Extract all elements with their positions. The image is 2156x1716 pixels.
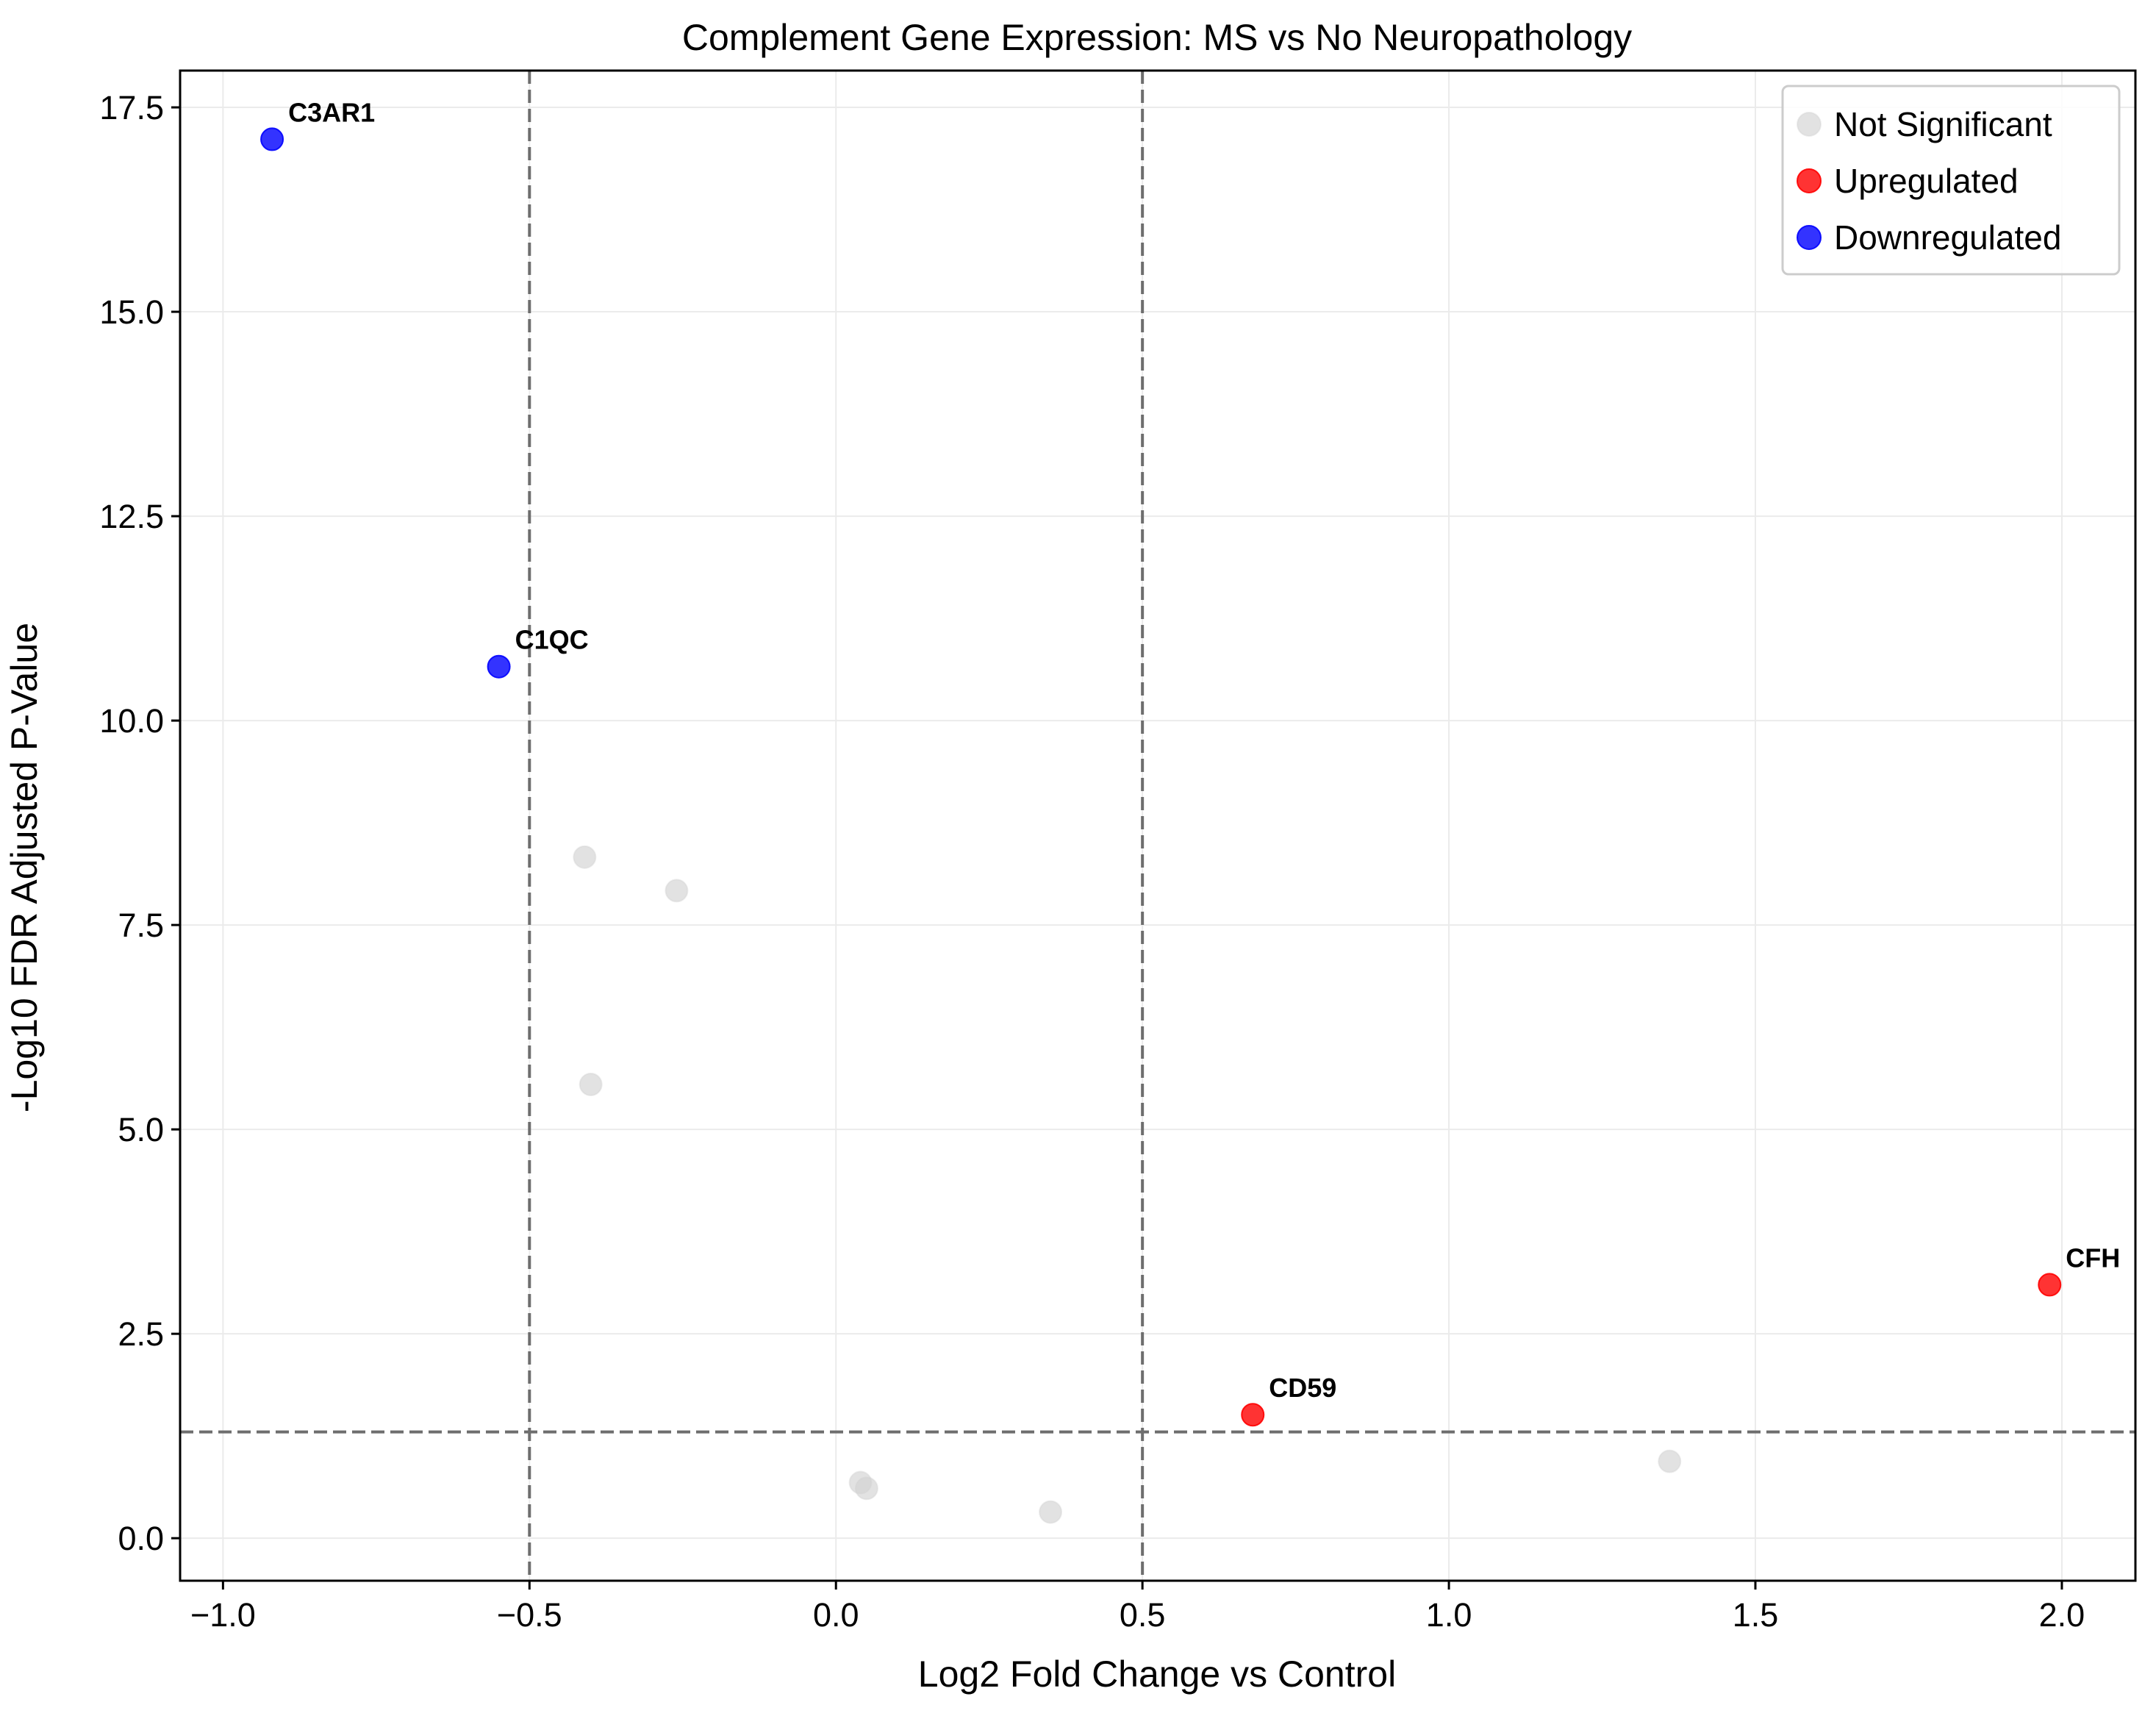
y-tick-label: 2.5 <box>118 1315 164 1353</box>
x-tick-label: 0.0 <box>813 1596 859 1634</box>
data-point <box>2038 1273 2062 1297</box>
legend-marker <box>1797 225 1822 250</box>
legend-label: Not Significant <box>1834 105 2052 143</box>
data-point <box>487 654 511 679</box>
x-tick-label: 1.5 <box>1733 1596 1779 1634</box>
data-point <box>1658 1449 1682 1473</box>
point-label: CFH <box>2066 1243 2120 1273</box>
data-points <box>260 127 2062 1524</box>
point-annotations: CD59 CFH C3AR1 C1QC <box>288 97 2120 1403</box>
x-tick-label: 0.5 <box>1120 1596 1166 1634</box>
legend-label: Downregulated <box>1834 218 2061 257</box>
legend-label: Upregulated <box>1834 162 2019 200</box>
legend-box <box>1781 85 2121 276</box>
data-point <box>1241 1403 1265 1427</box>
legend-marker <box>1797 112 1822 137</box>
threshold-lines <box>180 71 2135 1581</box>
data-point <box>854 1476 878 1501</box>
y-tick-label: 5.0 <box>118 1111 164 1148</box>
y-tick-label: 7.5 <box>118 907 164 944</box>
data-point <box>573 845 597 869</box>
y-tick-label: 12.5 <box>99 498 164 535</box>
x-tick-label: −1.0 <box>190 1596 256 1634</box>
y-tick-label: 17.5 <box>99 89 164 126</box>
legend-marker <box>1797 168 1822 193</box>
x-tick-label: −0.5 <box>497 1596 562 1634</box>
point-label: C3AR1 <box>288 97 375 127</box>
y-tick-label: 10.0 <box>99 702 164 740</box>
data-point <box>665 879 689 903</box>
chart-title: Complement Gene Expression: MS vs No Neu… <box>682 17 1632 58</box>
point-label: CD59 <box>1269 1373 1336 1403</box>
point-label: C1QC <box>515 625 589 655</box>
y-axis-ticks: 0.0 2.5 5.0 7.5 10.0 12.5 15.0 17.5 <box>99 89 180 1557</box>
y-axis-label: -Log10 FDR Adjusted P-Value <box>4 623 45 1112</box>
plot-frame <box>179 69 2137 1582</box>
data-point <box>260 127 284 151</box>
y-tick-label: 15.0 <box>99 293 164 331</box>
x-axis-ticks: −1.0 −0.5 0.0 0.5 1.0 1.5 2.0 <box>190 1581 2085 1634</box>
data-point <box>1039 1500 1063 1524</box>
grid-lines <box>180 71 2135 1581</box>
y-tick-label: 0.0 <box>118 1520 164 1557</box>
x-tick-label: 2.0 <box>2039 1596 2085 1634</box>
legend: Not Significant Upregulated Downregulated <box>1781 85 2121 276</box>
x-tick-label: 1.0 <box>1426 1596 1472 1634</box>
x-axis-label: Log2 Fold Change vs Control <box>918 1654 1396 1695</box>
data-point <box>579 1072 603 1096</box>
